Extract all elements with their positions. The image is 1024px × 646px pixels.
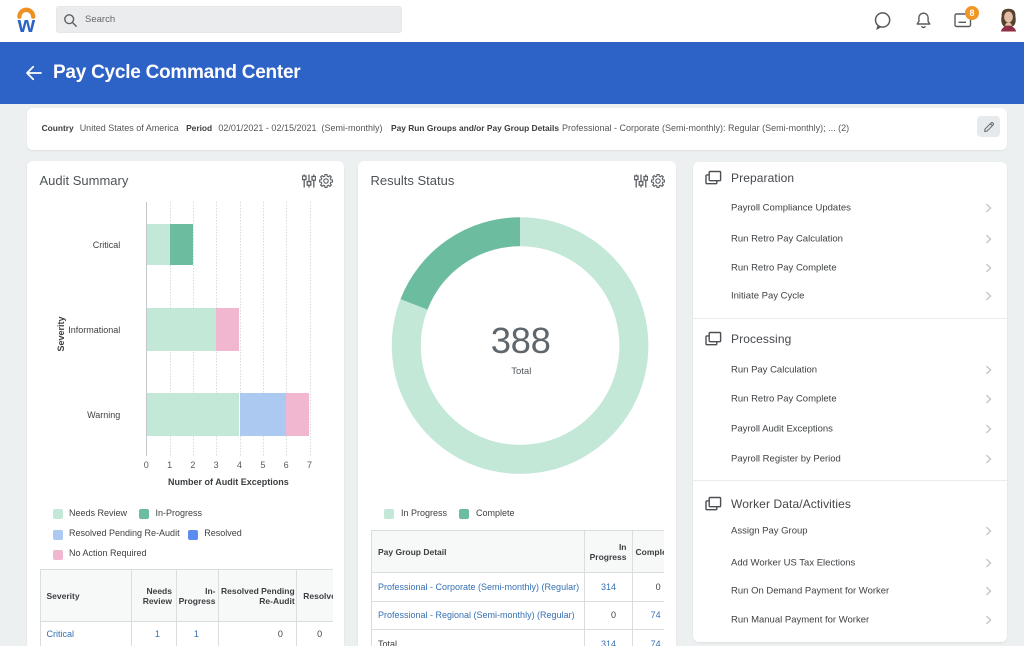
- svg-text:w: w: [17, 12, 36, 35]
